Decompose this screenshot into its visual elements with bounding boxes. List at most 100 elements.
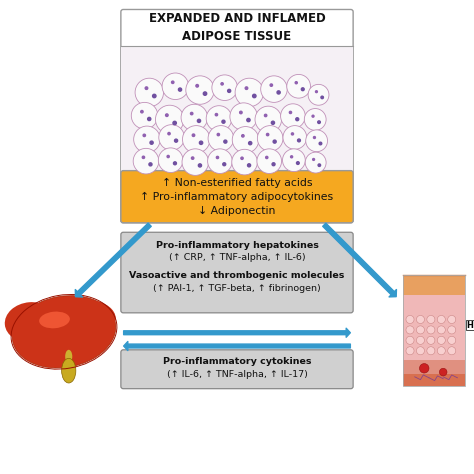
Circle shape xyxy=(159,125,184,150)
Circle shape xyxy=(203,92,207,95)
Ellipse shape xyxy=(5,302,57,343)
Circle shape xyxy=(174,139,178,142)
Circle shape xyxy=(230,103,257,130)
Circle shape xyxy=(306,130,328,152)
Circle shape xyxy=(297,162,299,164)
Circle shape xyxy=(438,337,446,344)
Circle shape xyxy=(283,126,307,149)
Circle shape xyxy=(208,126,234,151)
Circle shape xyxy=(245,87,248,90)
Circle shape xyxy=(253,94,256,98)
Circle shape xyxy=(228,90,231,92)
Text: EXPANDED AND INFLAMED
ADIPOSE TISSUE: EXPANDED AND INFLAMED ADIPOSE TISSUE xyxy=(149,12,325,44)
Bar xyxy=(403,295,465,360)
Circle shape xyxy=(298,139,301,142)
Circle shape xyxy=(318,121,320,124)
Circle shape xyxy=(427,316,435,323)
Circle shape xyxy=(149,163,152,166)
Circle shape xyxy=(181,104,208,131)
Bar xyxy=(403,275,465,386)
Text: Pro-inflammatory cytokines: Pro-inflammatory cytokines xyxy=(163,357,311,365)
Circle shape xyxy=(155,105,184,134)
Text: ↓ Adiponectin: ↓ Adiponectin xyxy=(198,206,276,216)
Circle shape xyxy=(133,148,159,174)
Circle shape xyxy=(427,347,435,355)
Text: H: H xyxy=(466,320,474,329)
Circle shape xyxy=(283,149,305,172)
Circle shape xyxy=(191,157,194,159)
FancyBboxPatch shape xyxy=(121,171,353,223)
Circle shape xyxy=(165,114,168,117)
Circle shape xyxy=(242,135,244,137)
Circle shape xyxy=(247,118,250,122)
Circle shape xyxy=(417,326,425,334)
Circle shape xyxy=(406,347,414,355)
Circle shape xyxy=(304,109,326,130)
Circle shape xyxy=(417,316,425,323)
Circle shape xyxy=(270,84,273,86)
Circle shape xyxy=(182,126,210,153)
Circle shape xyxy=(224,140,227,143)
Circle shape xyxy=(448,316,456,323)
FancyBboxPatch shape xyxy=(121,350,353,389)
Circle shape xyxy=(448,337,456,344)
Bar xyxy=(403,374,465,386)
Circle shape xyxy=(321,96,323,99)
Circle shape xyxy=(316,91,318,92)
Circle shape xyxy=(271,121,274,124)
Circle shape xyxy=(196,84,199,87)
Circle shape xyxy=(198,164,201,167)
Circle shape xyxy=(406,316,414,323)
Circle shape xyxy=(142,156,145,158)
Circle shape xyxy=(406,326,414,334)
Circle shape xyxy=(438,316,446,323)
Circle shape xyxy=(147,118,151,120)
Ellipse shape xyxy=(74,301,116,330)
Circle shape xyxy=(223,163,226,166)
Text: (↑ CRP, ↑ TNF-alpha, ↑ IL-6): (↑ CRP, ↑ TNF-alpha, ↑ IL-6) xyxy=(169,254,305,262)
Circle shape xyxy=(305,152,326,173)
Circle shape xyxy=(427,337,435,344)
Ellipse shape xyxy=(65,350,72,363)
Circle shape xyxy=(162,73,189,100)
Circle shape xyxy=(141,110,143,113)
Circle shape xyxy=(417,337,425,344)
Circle shape xyxy=(153,94,156,98)
Circle shape xyxy=(168,132,170,135)
Circle shape xyxy=(232,127,259,153)
Circle shape xyxy=(312,115,314,117)
Circle shape xyxy=(295,82,297,84)
Circle shape xyxy=(277,91,280,94)
Circle shape xyxy=(192,134,195,137)
Circle shape xyxy=(438,347,446,355)
Circle shape xyxy=(281,104,305,128)
Circle shape xyxy=(273,140,276,143)
Circle shape xyxy=(313,137,315,138)
Circle shape xyxy=(145,87,148,90)
Circle shape xyxy=(272,163,275,166)
Circle shape xyxy=(318,164,320,166)
Bar xyxy=(403,360,465,374)
Circle shape xyxy=(292,133,293,135)
Circle shape xyxy=(257,126,283,151)
Circle shape xyxy=(135,78,164,107)
Circle shape xyxy=(427,326,435,334)
Circle shape xyxy=(438,326,446,334)
Circle shape xyxy=(150,141,153,144)
Circle shape xyxy=(266,133,269,136)
Circle shape xyxy=(247,164,251,167)
Text: (↑ IL-6, ↑ TNF-alpha, ↑ IL-17): (↑ IL-6, ↑ TNF-alpha, ↑ IL-17) xyxy=(166,370,308,379)
Circle shape xyxy=(191,112,193,115)
Circle shape xyxy=(406,337,414,344)
Circle shape xyxy=(255,106,282,133)
Circle shape xyxy=(319,142,322,145)
Ellipse shape xyxy=(62,358,76,383)
Circle shape xyxy=(222,120,225,123)
Text: (↑ PAI-1, ↑ TGF-beta, ↑ fibrinogen): (↑ PAI-1, ↑ TGF-beta, ↑ fibrinogen) xyxy=(153,284,321,292)
Circle shape xyxy=(232,149,257,175)
Circle shape xyxy=(173,121,176,125)
Circle shape xyxy=(134,126,160,153)
Circle shape xyxy=(296,118,299,121)
Ellipse shape xyxy=(39,311,70,328)
FancyBboxPatch shape xyxy=(121,232,353,313)
